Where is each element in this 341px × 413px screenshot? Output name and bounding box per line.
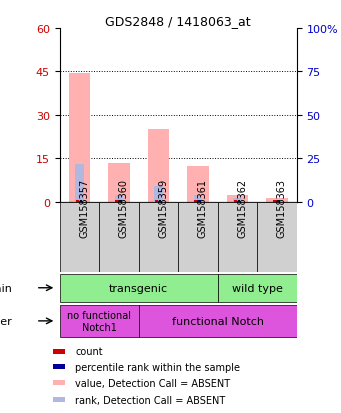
Text: functional Notch: functional Notch <box>172 316 264 326</box>
Bar <box>226 195 248 202</box>
Text: GSM158359: GSM158359 <box>159 178 168 237</box>
Text: rank, Detection Call = ABSENT: rank, Detection Call = ABSENT <box>75 395 225 405</box>
Bar <box>273 200 277 202</box>
Text: percentile rank within the sample: percentile rank within the sample <box>75 362 240 372</box>
Bar <box>54 349 65 354</box>
Bar <box>119 200 122 202</box>
Text: GSM158363: GSM158363 <box>277 178 287 237</box>
Text: transgenic: transgenic <box>109 283 168 293</box>
Bar <box>198 200 201 202</box>
Bar <box>218 274 297 302</box>
Bar <box>115 195 123 202</box>
Bar <box>139 202 178 273</box>
Bar <box>187 166 209 202</box>
Bar <box>99 202 139 273</box>
Bar <box>277 200 280 202</box>
Bar <box>178 202 218 273</box>
Bar <box>76 200 79 202</box>
Text: GSM158362: GSM158362 <box>237 178 248 237</box>
Text: GSM158357: GSM158357 <box>79 178 89 237</box>
Bar <box>54 397 65 402</box>
Bar <box>115 200 119 202</box>
Bar <box>154 187 163 202</box>
Title: GDS2848 / 1418063_at: GDS2848 / 1418063_at <box>105 15 251 28</box>
Bar <box>238 200 240 202</box>
Text: value, Detection Call = ABSENT: value, Detection Call = ABSENT <box>75 378 230 388</box>
Bar <box>218 202 257 273</box>
Bar <box>108 163 130 202</box>
Bar <box>233 198 242 202</box>
Bar <box>148 130 169 202</box>
Bar <box>60 274 218 302</box>
Bar <box>69 74 90 202</box>
Bar <box>60 305 139 337</box>
Bar <box>75 165 84 202</box>
Bar <box>139 305 297 337</box>
Text: other: other <box>0 316 12 326</box>
Bar <box>194 200 197 202</box>
Text: strain: strain <box>0 283 12 293</box>
Text: GSM158360: GSM158360 <box>119 178 129 237</box>
Bar <box>272 201 281 202</box>
Bar <box>194 195 202 202</box>
Bar <box>54 380 65 385</box>
Text: GSM158361: GSM158361 <box>198 178 208 237</box>
Bar <box>257 202 297 273</box>
Bar <box>234 200 237 202</box>
Bar <box>159 200 161 202</box>
Bar <box>79 200 83 202</box>
Bar <box>60 202 99 273</box>
Bar <box>54 364 65 369</box>
Text: count: count <box>75 347 103 356</box>
Text: wild type: wild type <box>232 283 283 293</box>
Text: no functional
Notch1: no functional Notch1 <box>67 310 131 332</box>
Bar <box>155 200 158 202</box>
Bar <box>266 198 288 202</box>
